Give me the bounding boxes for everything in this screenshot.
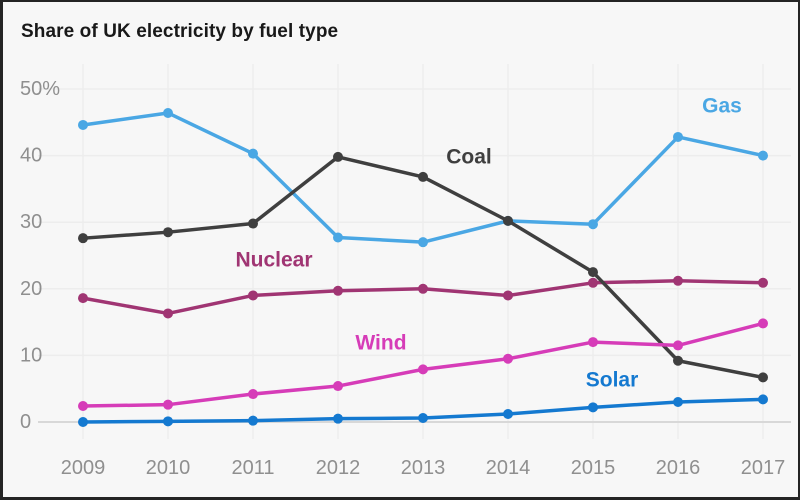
data-point-nuclear [588,277,598,288]
y-axis-tick-label: 50% [20,78,60,100]
y-axis-tick-label: 20 [20,278,42,300]
data-point-gas [418,237,428,248]
data-point-coal [78,233,88,244]
data-point-solar [418,413,428,424]
data-point-gas [248,148,258,159]
y-axis-tick-label: 40 [20,145,42,167]
data-point-wind [333,381,343,392]
data-point-nuclear [163,308,173,319]
data-point-coal [758,372,768,383]
data-point-gas [78,119,88,130]
data-point-gas [333,232,343,243]
data-point-coal [503,215,513,226]
data-point-nuclear [673,275,683,286]
data-point-solar [333,413,343,424]
series-solar [78,394,768,427]
data-point-wind [673,340,683,351]
x-axis-tick-label: 2009 [61,457,106,479]
x-axis-tick-label: 2015 [571,457,616,479]
x-axis-tick-label: 2012 [316,457,361,479]
data-point-coal [333,151,343,162]
data-point-solar [758,394,768,405]
x-axis-tick-label: 2014 [486,457,531,479]
data-point-nuclear [333,285,343,296]
series-nuclear [78,275,768,319]
data-point-coal [418,171,428,182]
data-point-nuclear [503,290,513,301]
data-point-coal [248,218,258,229]
data-point-gas [673,131,683,142]
y-axis-tick-label: 0 [20,411,31,433]
data-point-solar [503,409,513,420]
chart-title: Share of UK electricity by fuel type [21,21,339,42]
data-point-wind [588,337,598,348]
x-axis-tick-label: 2017 [741,457,786,479]
data-point-nuclear [758,277,768,288]
data-point-gas [758,150,768,161]
series-label-wind: Wind [355,332,406,355]
data-point-solar [248,415,258,426]
data-point-wind [503,353,513,364]
data-point-wind [163,399,173,410]
data-point-gas [163,107,173,118]
data-point-solar [588,402,598,413]
data-point-nuclear [78,293,88,304]
data-point-wind [248,389,258,400]
data-point-solar [673,397,683,408]
x-axis-tick-label: 2016 [656,457,701,479]
data-point-solar [78,417,88,427]
data-point-coal [163,227,173,238]
series-label-solar: Solar [586,369,639,392]
data-point-wind [758,318,768,329]
data-point-coal [673,355,683,366]
data-point-solar [163,416,173,427]
x-axis-tick-label: 2011 [231,457,274,479]
data-point-coal [588,267,598,278]
data-point-wind [78,401,88,412]
series-wind [78,318,768,412]
series-label-gas: Gas [702,95,742,118]
data-point-wind [418,364,428,375]
series-coal [78,151,768,383]
y-axis-tick-label: 30 [20,211,42,233]
y-axis-tick-label: 10 [20,344,42,366]
series-label-nuclear: Nuclear [235,249,312,272]
x-axis-tick-label: 2010 [146,457,191,479]
series-label-coal: Coal [446,146,492,169]
data-point-nuclear [248,290,258,301]
data-point-nuclear [418,283,428,294]
data-point-gas [588,219,598,230]
x-axis-tick-label: 2013 [401,457,446,479]
